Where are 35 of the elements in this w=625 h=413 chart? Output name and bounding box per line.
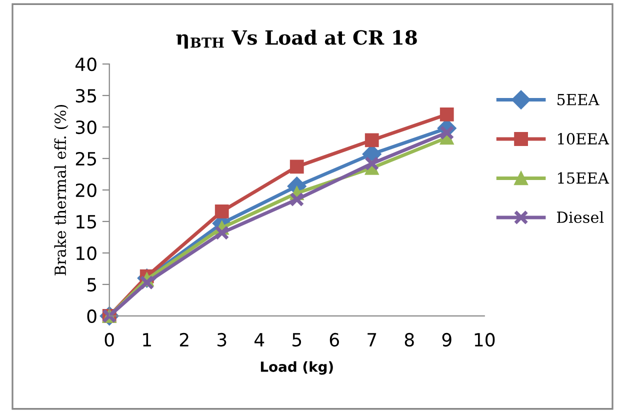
y-tick-label: 20 [76,183,96,198]
point [214,226,230,240]
x-tick-label: 4 [254,333,264,346]
chart-title: η$_{BTH}$ Vs Load at CR 18 [176,30,417,49]
y-tick-label: 40 [75,57,96,72]
y-tick-label: 15 [76,215,96,229]
legend-label: 5EEA [557,94,600,106]
point [290,160,304,174]
point [290,192,304,207]
y-tick-label: 5 [87,278,96,292]
point [214,204,229,218]
x-axis-title: Load (kg) [260,361,333,375]
y-tick-label: 35 [76,88,96,103]
x-tick-label: 3 [218,332,226,347]
legend-label: 10EEA [558,133,610,145]
x-tick-label: 9 [442,332,452,347]
legend-label: 15EEA [558,172,610,184]
y-tick-label: 0 [87,309,96,324]
x-tick-label: 10 [474,332,495,347]
point [364,133,379,148]
x-tick-label: 8 [404,332,414,347]
x-tick-label: 2 [180,332,188,346]
y-tick-label: 10 [76,246,96,260]
point [364,156,380,171]
x-tick-label: 1 [143,333,151,346]
y-tick-label: 30 [76,120,96,134]
x-tick-label: 7 [368,333,376,346]
x-tick-label: 0 [104,332,114,347]
legend-label: Diesel [557,211,604,224]
point [440,125,454,140]
y-tick-label: 25 [76,152,96,166]
x-tick-label: 6 [330,332,339,347]
x-tick-label: 5 [292,333,302,347]
point [440,107,454,122]
y-axis-title: Brake thermal eff. (%) [54,104,68,276]
